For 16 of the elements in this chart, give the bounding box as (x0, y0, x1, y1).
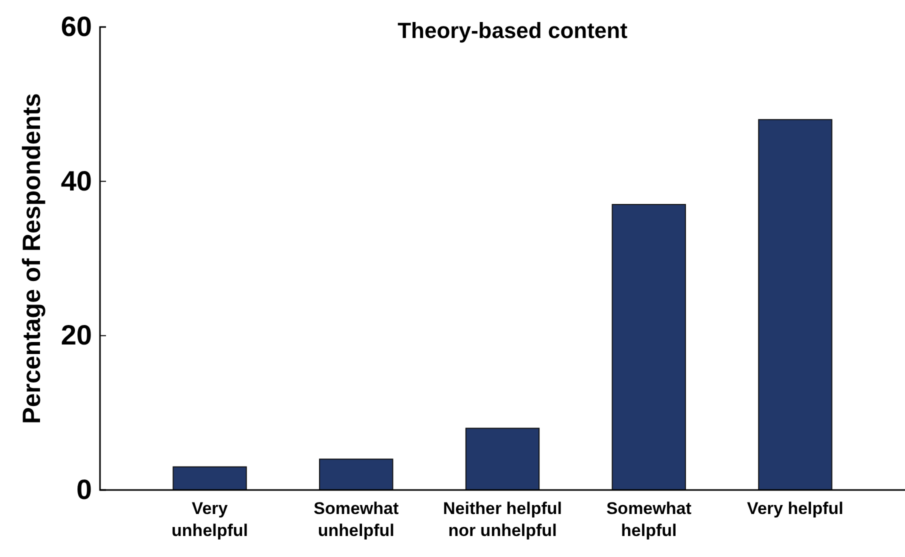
bar (758, 119, 832, 490)
y-tick-label: 20 (60, 320, 92, 351)
y-tick-label: 0 (76, 474, 92, 505)
y-tick-label: 40 (60, 165, 92, 196)
x-tick-label: Somewhat helpful (606, 499, 692, 540)
x-tick-label: Very unhelpful (172, 499, 248, 540)
x-tick-label: Somewhat unhelpful (314, 499, 399, 540)
x-tick-label: Very helpful (747, 499, 844, 518)
y-tick-label: 60 (60, 10, 92, 42)
bar (612, 204, 686, 490)
x-tick-label: Neither helpful nor unhelpful (442, 499, 562, 540)
chart-title: Theory-based content (398, 18, 628, 43)
bar (465, 428, 540, 490)
bar (319, 458, 394, 490)
y-axis-title: Percentage of Respondents (18, 93, 46, 424)
bar (172, 466, 247, 490)
